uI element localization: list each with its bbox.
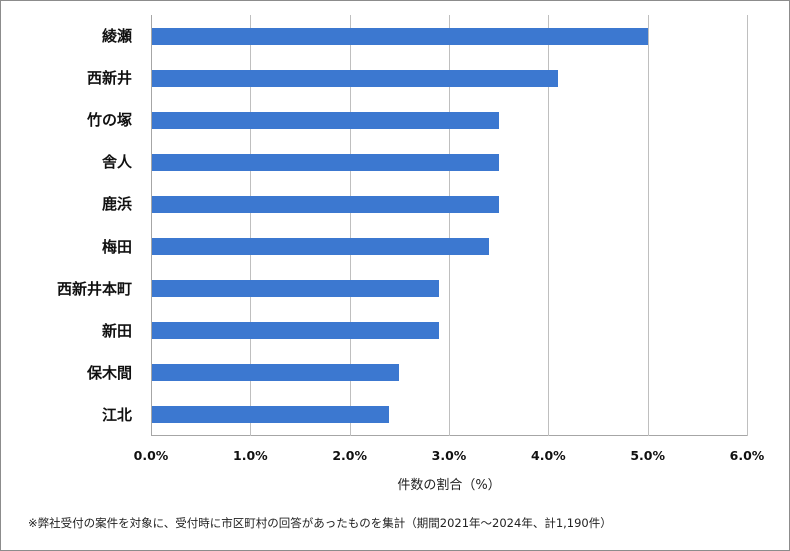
gridline: [548, 15, 550, 436]
gridline: [747, 15, 748, 436]
bar: [152, 280, 440, 298]
x-tick-label: 0.0%: [133, 448, 169, 463]
x-tick-label: 5.0%: [630, 448, 665, 463]
category-label: 綾瀬: [101, 27, 132, 46]
category-label: 江北: [101, 405, 132, 424]
plot-area: [151, 15, 748, 436]
bar: [152, 364, 400, 382]
x-tick-label: 4.0%: [530, 448, 566, 463]
x-tick-label: 1.0%: [232, 448, 268, 463]
gridline: [349, 15, 351, 436]
bar: [152, 322, 440, 340]
bar: [152, 69, 559, 87]
bar: [152, 153, 499, 171]
x-tick-label: 2.0%: [332, 448, 367, 463]
category-label: 梅田: [101, 237, 132, 256]
bar: [152, 111, 499, 129]
x-tick-label: 6.0%: [729, 448, 765, 463]
bar: [152, 195, 499, 213]
bar: [152, 406, 390, 424]
y-axis-line: [151, 15, 152, 436]
bar: [152, 27, 648, 45]
category-label: 舎人: [101, 153, 132, 172]
category-label: 竹の塚: [86, 111, 132, 130]
category-label: 鹿浜: [101, 195, 132, 214]
gridline: [250, 15, 252, 436]
category-label: 西新井: [86, 69, 132, 88]
x-tick-label: 3.0%: [431, 448, 467, 463]
bar: [152, 238, 489, 256]
x-axis-title: 件数の割合（%）: [397, 478, 501, 493]
gridline: [647, 15, 649, 436]
gridline: [449, 15, 450, 436]
category-label: 保木間: [86, 363, 132, 382]
category-label: 西新井本町: [56, 279, 132, 298]
footnote: ※弊社受付の案件を対象に、受付時に市区町村の回答があったものを集計（期間2021…: [28, 516, 612, 530]
category-label: 新田: [101, 321, 132, 340]
